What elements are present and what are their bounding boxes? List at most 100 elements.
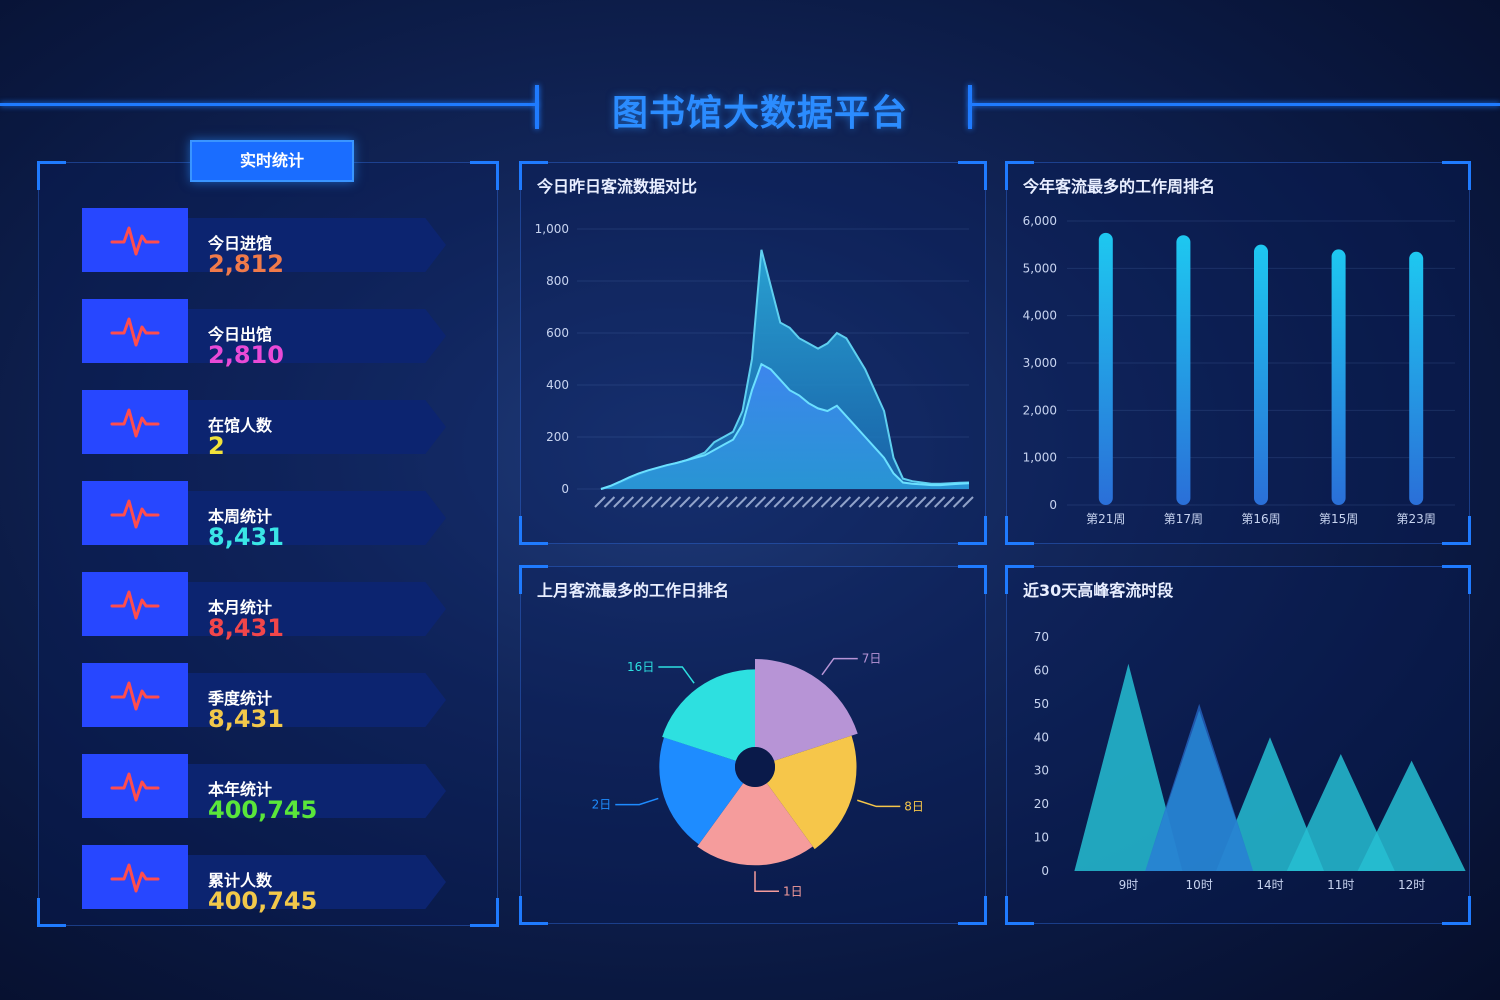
weekly-x-label: 第16周 [1241,512,1280,526]
area-x-tick [905,496,918,508]
peak-y-tick: 70 [1034,630,1049,644]
area-x-tick [886,496,899,508]
stat-label: 今日进馆 [208,234,273,253]
area-series-fill [601,249,969,489]
rose-leader-line [658,666,695,684]
area-x-tick [962,496,974,508]
pulse-icon [82,390,188,454]
peak-triangle [1074,663,1183,871]
peak-chart-panel: 近30天高峰客流时段 0 10 20 30 40 50 60 70 9时 10时 14时 11时 12时 [1005,565,1471,925]
stat-value: 400,745 [208,796,318,824]
weekly-chart: 0 1,000 2,000 3,000 4,000 5,000 6,000 第21周 第17周 第… [1023,214,1455,526]
pulse-icon [82,663,188,727]
area-x-tick [707,496,719,508]
rose-slice [766,735,857,850]
pulse-icon [82,208,188,272]
header-cap-left [535,85,539,129]
stat-row: 季度统计 8,431 [82,663,448,733]
weekly-y-tick: 2,000 [1023,403,1057,417]
stat-label: 本周统计 [208,507,273,526]
weekly-chart-title: 今年客流最多的工作周排名 [1023,177,1216,196]
peak-triangle [1357,760,1466,871]
weekly-y-tick: 0 [1049,498,1057,512]
area-chart-panel: 今日昨日客流数据对比 0 200 400 600 800 1,000 [519,161,987,545]
rose-label: 2日 [592,798,612,812]
peak-y-tick: 10 [1034,831,1049,845]
area-x-tick [632,496,644,508]
rose-slice [697,783,813,866]
weekly-bar [1331,249,1346,505]
stat-value: 400,745 [208,887,318,915]
peak-y-tick: 30 [1034,764,1049,778]
rose-chart-title: 上月客流最多的工作日排名 [537,581,730,600]
stat-body [188,309,446,363]
area-x-tick [650,496,663,508]
area-y-tick: 600 [546,326,569,340]
area-x-tick [613,496,625,508]
area-x-tick [792,496,804,508]
area-x-tick [801,496,814,508]
area-x-tick [622,496,635,508]
area-series-fill [601,364,969,489]
rose-leader-line [821,657,858,676]
weekly-x-label: 第17周 [1164,512,1203,526]
weekly-bar [1409,251,1424,505]
area-x-tick [933,496,946,508]
peak-chart: 0 10 20 30 40 50 60 70 9时 10时 14时 11时 12时 [1034,630,1466,892]
rose-leader-line [857,799,901,808]
stat-row: 累计人数 400,745 [82,845,448,915]
stat-body [188,400,446,454]
rose-chart-panel: 上月客流最多的工作日排名 7日 8日 1日 2日 16日 [519,565,987,925]
weekly-bar [1254,244,1268,505]
area-x-tick [745,496,757,508]
peak-x-label: 14时 [1256,878,1283,892]
rose-leader-line [615,797,659,806]
area-x-tick [688,496,701,508]
weekly-y-tick: 1,000 [1023,451,1057,465]
area-y-tick: 0 [561,482,569,496]
stat-label: 本年统计 [208,780,273,799]
weekly-y-tick: 5,000 [1023,261,1057,275]
rose-center [735,747,775,787]
area-x-tick [594,496,606,508]
area-x-tick [858,496,870,508]
stat-body [188,491,446,545]
stat-body [188,855,446,909]
area-x-tick [660,496,672,508]
area-x-tick [679,496,691,508]
page-title: 图书馆大数据平台 [611,93,908,134]
area-x-tick [839,496,852,508]
peak-y-tick: 40 [1034,730,1049,744]
peak-x-label: 10时 [1186,878,1213,892]
stat-value: 2 [208,432,225,460]
weekly-y-tick: 3,000 [1023,356,1057,370]
weekly-x-label: 第15周 [1319,512,1358,526]
area-x-tick [811,496,823,508]
area-y-tick: 400 [546,378,569,392]
area-x-tick [867,496,880,508]
area-x-tick [698,496,710,508]
pulse-icon [82,299,188,363]
peak-triangle [1216,737,1324,871]
rose-label: 7日 [862,652,882,666]
stats-panel-title: 实时统计 [190,140,354,182]
peak-y-tick: 60 [1034,663,1049,677]
rose-label: 16日 [627,660,654,674]
area-x-tick [669,496,682,508]
rose-leader-line [754,871,779,893]
stat-label: 今日出馆 [208,325,273,344]
area-y-tick: 200 [546,430,569,444]
stat-label: 在馆人数 [208,416,273,435]
pulse-icon [82,845,188,909]
pulse-icon [82,481,188,545]
peak-triangle [1145,703,1254,871]
stat-row: 在馆人数 2 [82,390,448,460]
area-x-tick [915,496,927,508]
stat-body [188,764,446,818]
rose-slice [659,737,744,845]
header-line-right [970,103,1500,106]
area-series-line [600,362,970,490]
stat-row: 今日出馆 2,810 [82,299,448,369]
peak-y-tick: 50 [1034,697,1049,711]
stat-body [188,218,446,272]
